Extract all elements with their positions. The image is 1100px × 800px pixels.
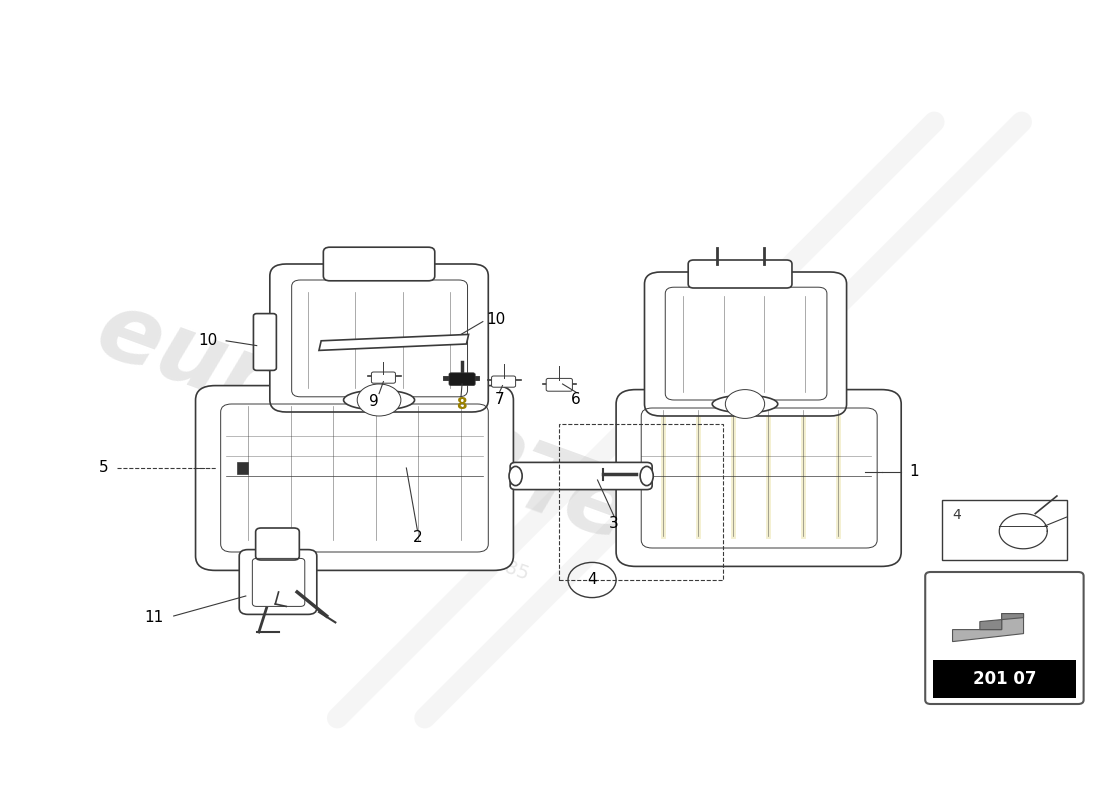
Ellipse shape <box>640 466 653 486</box>
FancyBboxPatch shape <box>933 660 1076 698</box>
FancyBboxPatch shape <box>492 376 516 387</box>
Text: 9: 9 <box>368 394 378 409</box>
Text: 5: 5 <box>99 461 108 475</box>
FancyBboxPatch shape <box>323 247 434 281</box>
Text: 2: 2 <box>412 530 422 545</box>
Text: 4: 4 <box>953 508 961 522</box>
FancyBboxPatch shape <box>689 260 792 288</box>
FancyBboxPatch shape <box>238 462 248 474</box>
Text: 1: 1 <box>909 465 918 479</box>
FancyBboxPatch shape <box>270 264 488 412</box>
Text: 4: 4 <box>587 573 597 587</box>
FancyBboxPatch shape <box>253 314 276 370</box>
FancyBboxPatch shape <box>925 572 1084 704</box>
FancyBboxPatch shape <box>510 462 652 490</box>
FancyBboxPatch shape <box>255 528 299 560</box>
Text: 10: 10 <box>486 313 505 327</box>
Ellipse shape <box>509 466 522 486</box>
Ellipse shape <box>343 390 415 410</box>
FancyBboxPatch shape <box>942 500 1067 560</box>
Text: a passion for parts since 1985: a passion for parts since 1985 <box>249 465 531 583</box>
Circle shape <box>358 384 400 416</box>
FancyBboxPatch shape <box>547 378 572 391</box>
Text: 8: 8 <box>455 398 466 412</box>
Polygon shape <box>319 334 469 350</box>
Text: euroPARTes: euroPARTes <box>84 283 696 581</box>
Text: 11: 11 <box>144 610 164 625</box>
FancyBboxPatch shape <box>372 372 395 383</box>
FancyBboxPatch shape <box>645 272 847 416</box>
Text: 6: 6 <box>571 393 581 407</box>
FancyBboxPatch shape <box>196 386 514 570</box>
Text: 10: 10 <box>198 334 218 348</box>
Text: 201 07: 201 07 <box>972 670 1036 688</box>
FancyBboxPatch shape <box>449 373 475 386</box>
Text: 7: 7 <box>494 393 504 407</box>
FancyBboxPatch shape <box>616 390 901 566</box>
FancyBboxPatch shape <box>239 550 317 614</box>
Polygon shape <box>953 614 1023 642</box>
Polygon shape <box>980 614 1023 630</box>
Text: 3: 3 <box>609 517 619 531</box>
Ellipse shape <box>712 395 778 413</box>
Circle shape <box>725 390 764 418</box>
